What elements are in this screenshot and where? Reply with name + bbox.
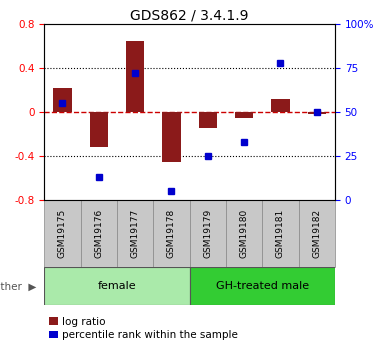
Bar	[308, 112, 326, 114]
Bar	[226, 200, 262, 267]
Bar	[190, 267, 335, 305]
Text: GSM19177: GSM19177	[131, 209, 140, 258]
Legend: log ratio, percentile rank within the sample: log ratio, percentile rank within the sa…	[50, 317, 238, 340]
Text: GH-treated male: GH-treated male	[216, 282, 309, 291]
Text: GSM19181: GSM19181	[276, 209, 285, 258]
Text: other  ▶: other ▶	[0, 282, 37, 291]
Bar	[235, 112, 253, 118]
Bar	[80, 200, 117, 267]
Text: female: female	[98, 282, 136, 291]
Text: GSM19178: GSM19178	[167, 209, 176, 258]
Text: GSM19175: GSM19175	[58, 209, 67, 258]
Bar	[271, 99, 290, 112]
Bar	[299, 200, 335, 267]
Bar	[162, 112, 181, 161]
Bar	[54, 88, 72, 112]
Text: GSM19182: GSM19182	[312, 209, 321, 258]
Title: GDS862 / 3.4.1.9: GDS862 / 3.4.1.9	[131, 9, 249, 23]
Bar	[126, 41, 144, 112]
Bar	[44, 200, 80, 267]
Bar	[199, 112, 217, 128]
Bar	[90, 112, 108, 147]
Text: GSM19176: GSM19176	[94, 209, 103, 258]
Bar	[117, 200, 153, 267]
Bar	[44, 267, 190, 305]
Text: GSM19180: GSM19180	[239, 209, 249, 258]
Bar	[262, 200, 299, 267]
Text: GSM19179: GSM19179	[203, 209, 212, 258]
Bar	[153, 200, 189, 267]
Bar	[190, 200, 226, 267]
